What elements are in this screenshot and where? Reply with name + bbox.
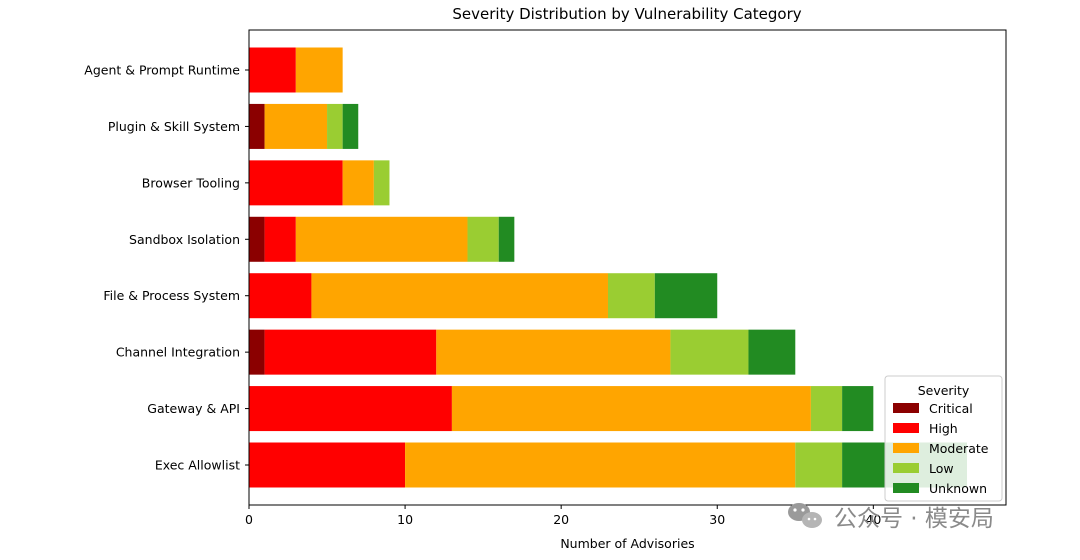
bar-unknown-3 bbox=[498, 216, 515, 262]
wechat-icon bbox=[788, 503, 822, 528]
category-label: Browser Tooling bbox=[142, 175, 240, 190]
bar-moderate-0 bbox=[295, 47, 343, 93]
bar-high-6 bbox=[249, 386, 452, 432]
bar-unknown-5 bbox=[748, 329, 796, 375]
legend-swatch-unknown bbox=[893, 483, 919, 493]
chart-title: Severity Distribution by Vulnerability C… bbox=[452, 5, 801, 23]
x-tick-label: 30 bbox=[709, 512, 725, 527]
bar-high-0 bbox=[249, 47, 296, 93]
bar-high-3 bbox=[264, 216, 296, 262]
bar-moderate-5 bbox=[436, 329, 671, 375]
bar-moderate-3 bbox=[295, 216, 468, 262]
watermark-text: 公众号 · 模安局 bbox=[834, 506, 994, 532]
bar-low-2 bbox=[373, 160, 390, 206]
bars-layer bbox=[249, 47, 967, 488]
legend-label-moderate: Moderate bbox=[929, 441, 989, 456]
x-tick-label: 10 bbox=[397, 512, 413, 527]
x-ticks: 0 10 20 30 40 bbox=[245, 505, 881, 527]
category-label: Sandbox Isolation bbox=[129, 232, 240, 247]
category-label: Agent & Prompt Runtime bbox=[84, 63, 240, 78]
watermark: 公众号 · 模安局 bbox=[788, 503, 994, 532]
bar-unknown-6 bbox=[842, 386, 874, 432]
category-label: Plugin & Skill System bbox=[108, 119, 240, 134]
legend-label-critical: Critical bbox=[929, 401, 973, 416]
bar-critical-5 bbox=[249, 329, 265, 375]
bar-critical-3 bbox=[249, 216, 265, 262]
bar-low-7 bbox=[795, 442, 843, 488]
bar-low-4 bbox=[607, 273, 655, 319]
plot-frame bbox=[248, 29, 1007, 506]
bar-high-7 bbox=[249, 442, 406, 488]
bar-low-6 bbox=[810, 386, 843, 432]
bar-high-2 bbox=[249, 160, 343, 206]
bar-unknown-4 bbox=[654, 273, 718, 319]
bar-low-5 bbox=[670, 329, 749, 375]
category-label: Gateway & API bbox=[147, 401, 240, 416]
category-label: File & Process System bbox=[103, 288, 240, 303]
category-label: Exec Allowlist bbox=[155, 458, 240, 473]
category-labels: Agent & Prompt Runtime Plugin & Skill Sys… bbox=[84, 63, 249, 473]
bar-moderate-4 bbox=[311, 273, 608, 319]
x-tick-label: 0 bbox=[245, 512, 253, 527]
x-tick-label: 20 bbox=[553, 512, 569, 527]
bar-moderate-6 bbox=[451, 386, 811, 432]
bar-high-5 bbox=[264, 329, 437, 375]
legend-label-high: High bbox=[929, 421, 958, 436]
legend-swatch-moderate bbox=[893, 443, 919, 453]
legend-swatch-critical bbox=[893, 403, 919, 413]
bar-high-4 bbox=[249, 273, 312, 319]
bar-moderate-2 bbox=[342, 160, 374, 206]
bar-low-1 bbox=[327, 103, 343, 149]
bar-unknown-1 bbox=[342, 103, 359, 149]
legend-label-unknown: Unknown bbox=[929, 481, 987, 496]
legend-title: Severity bbox=[918, 383, 970, 398]
bar-moderate-7 bbox=[405, 442, 796, 488]
category-label: Channel Integration bbox=[116, 345, 240, 360]
x-axis-label: Number of Advisories bbox=[560, 536, 694, 551]
bar-moderate-1 bbox=[264, 103, 328, 149]
legend: Severity Critical High Moderate Low Unknown bbox=[884, 375, 1003, 502]
bar-critical-1 bbox=[249, 103, 265, 149]
bar-low-3 bbox=[467, 216, 499, 262]
legend-swatch-low bbox=[893, 463, 919, 473]
legend-swatch-high bbox=[893, 423, 919, 433]
legend-label-low: Low bbox=[929, 461, 954, 476]
x-tick-label: 40 bbox=[865, 512, 881, 527]
